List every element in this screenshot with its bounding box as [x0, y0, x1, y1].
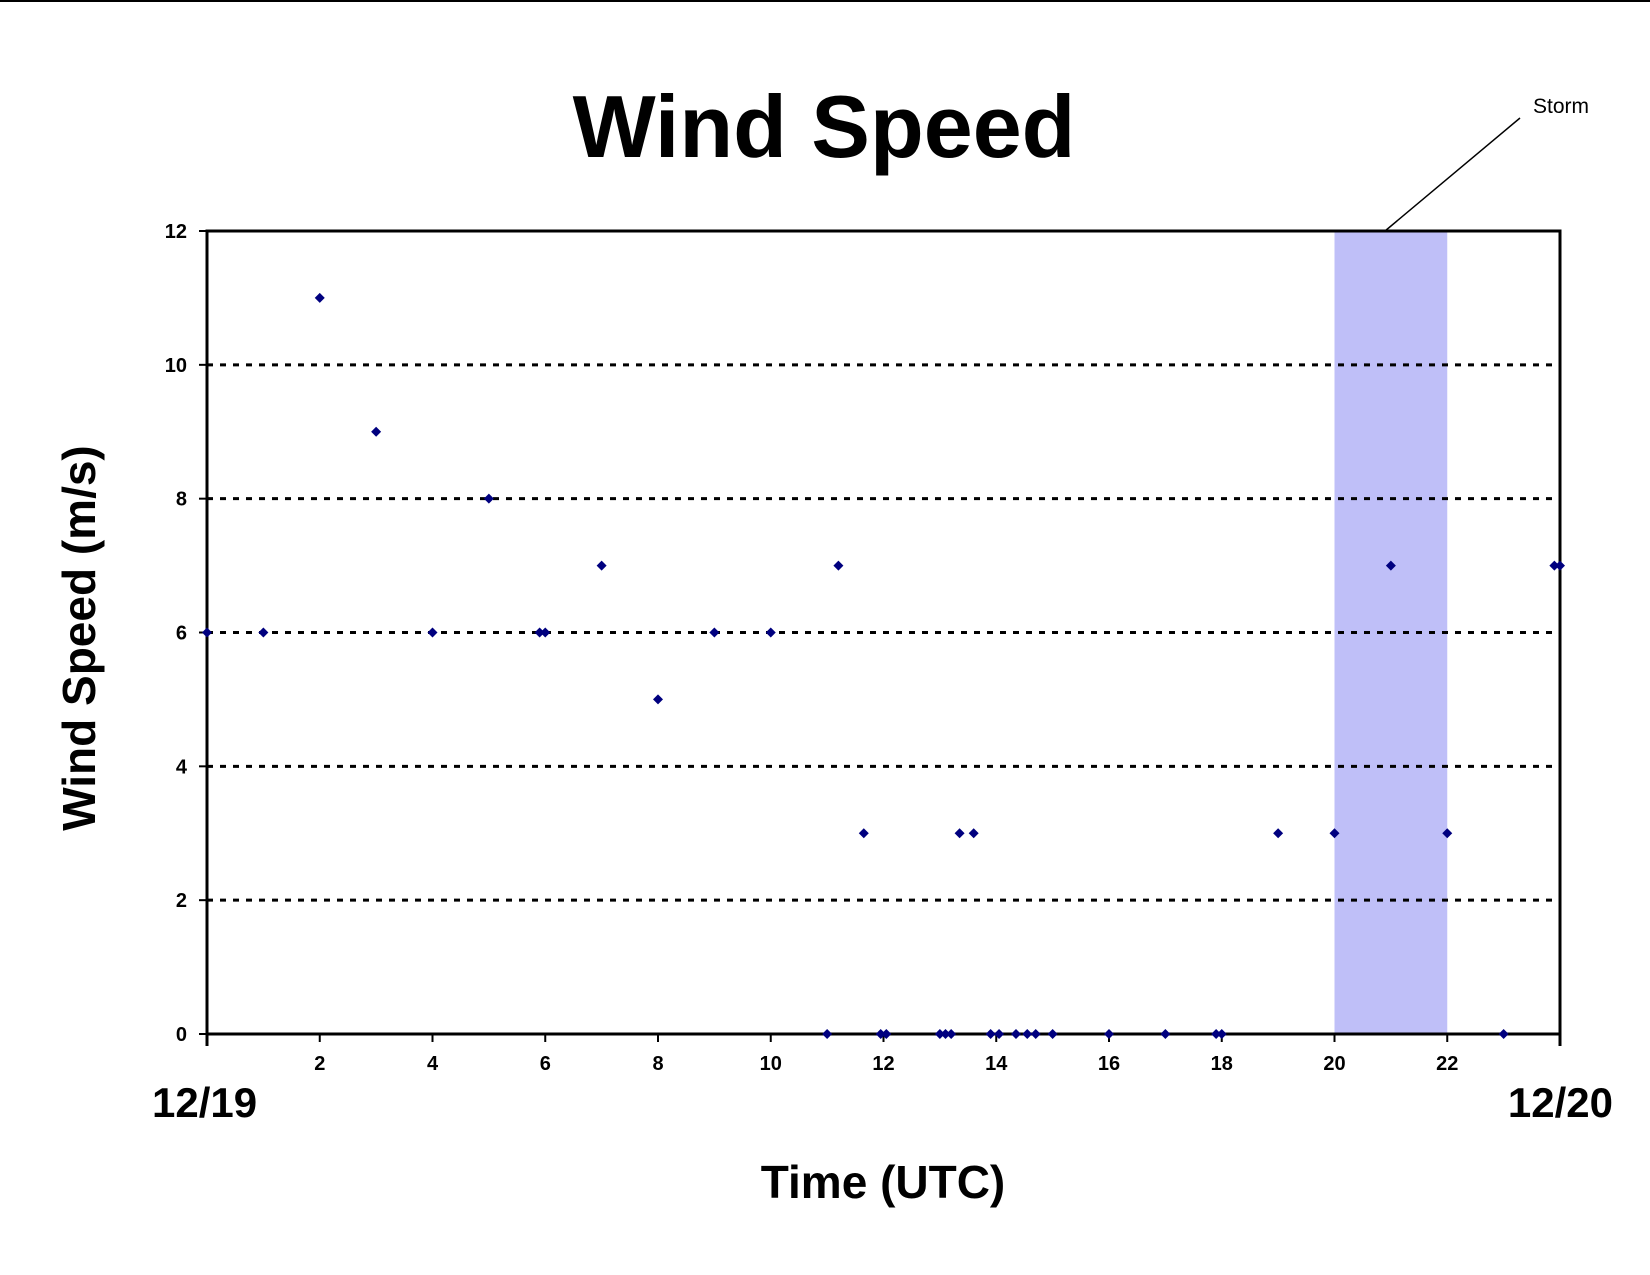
data-point-38 [1555, 560, 1565, 571]
data-point-4 [427, 627, 438, 638]
data-point-28 [1104, 1029, 1114, 1039]
y-tick-label-10: 10 [165, 355, 187, 377]
data-point-5 [483, 493, 494, 504]
x-tick-label-8: 8 [652, 1053, 663, 1075]
data-point-7 [540, 627, 551, 638]
y-axis-title: Wind Speed (m/s) [53, 445, 105, 831]
data-point-31 [1216, 1029, 1227, 1039]
x-tick-label-6: 6 [540, 1053, 551, 1075]
data-point-22 [985, 1029, 996, 1039]
y-tick-label-4: 4 [176, 756, 188, 778]
y-ticks: 0 2 4 6 8 10 12 [165, 221, 207, 1046]
data-point-0 [202, 627, 212, 638]
x-ticks: 2 4 6 8 10 12 14 16 18 20 22 [205, 1034, 1562, 1075]
data-point-2 [314, 292, 325, 303]
data-point-8 [596, 560, 607, 571]
chart-title: Wind Speed [573, 77, 1076, 176]
x-tick-label-10: 10 [760, 1053, 782, 1075]
x-tick-label-14: 14 [985, 1053, 1008, 1075]
x-tick-label-20: 20 [1323, 1053, 1345, 1075]
data-point-14 [858, 828, 869, 839]
data-point-18 [940, 1029, 951, 1039]
x-tick-label-18: 18 [1211, 1053, 1233, 1075]
data-point-20 [954, 828, 965, 839]
x-tick-label-4: 4 [427, 1053, 439, 1075]
data-point-21 [968, 828, 979, 839]
data-point-37 [1549, 560, 1560, 571]
data-point-19 [946, 1029, 957, 1039]
data-point-15 [875, 1029, 886, 1039]
data-point-3 [371, 426, 382, 437]
data-point-29 [1160, 1029, 1171, 1039]
y-tick-label-0: 0 [176, 1024, 187, 1046]
data-point-9 [653, 694, 663, 705]
data-point-24 [1010, 1029, 1021, 1039]
x-tick-label-2: 2 [314, 1053, 325, 1075]
data-point-33 [1329, 828, 1340, 839]
data-point-17 [934, 1029, 945, 1039]
data-point-36 [1498, 1029, 1509, 1039]
data-point-23 [994, 1029, 1005, 1039]
data-point-30 [1211, 1029, 1222, 1039]
data-points [202, 292, 1565, 1039]
x-tick-label-22: 22 [1436, 1053, 1458, 1075]
data-point-13 [833, 560, 844, 571]
data-point-27 [1047, 1029, 1058, 1039]
storm-annotation-label: Storm [1533, 95, 1589, 118]
data-point-11 [765, 627, 776, 638]
x-tick-label-12: 12 [872, 1053, 894, 1075]
x-axis-title: Time (UTC) [761, 1156, 1006, 1208]
data-point-10 [709, 627, 720, 638]
x-end-date-label: 12/20 [1508, 1079, 1613, 1126]
data-point-16 [881, 1029, 892, 1039]
y-tick-label-6: 6 [176, 623, 187, 645]
y-tick-label-12: 12 [165, 221, 187, 243]
x-tick-label-16: 16 [1098, 1053, 1120, 1075]
data-point-1 [258, 627, 269, 638]
data-point-25 [1022, 1029, 1033, 1039]
x-start-date-label: 12/19 [152, 1079, 257, 1126]
storm-annotation-leader [1384, 117, 1521, 232]
y-tick-label-8: 8 [176, 489, 187, 511]
data-point-6 [534, 627, 545, 638]
y-tick-label-2: 2 [176, 890, 187, 912]
data-point-12 [822, 1029, 833, 1039]
data-point-26 [1030, 1029, 1041, 1039]
data-point-35 [1442, 828, 1453, 839]
data-point-34 [1385, 560, 1396, 571]
data-point-32 [1273, 828, 1284, 839]
